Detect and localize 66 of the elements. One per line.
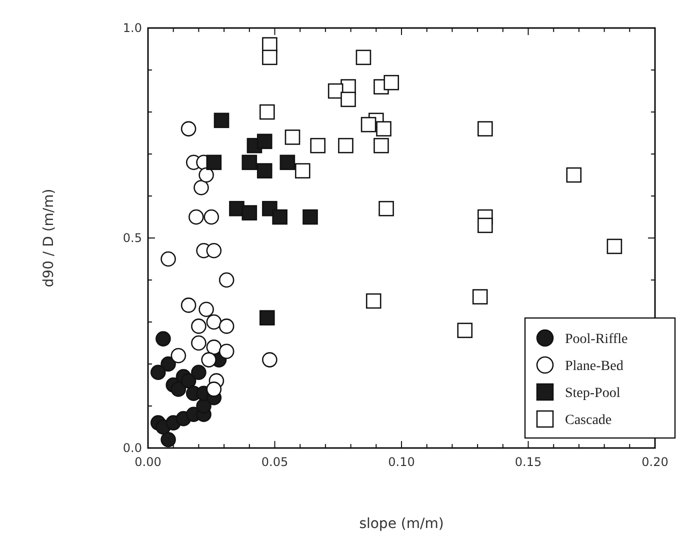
point	[338, 138, 354, 154]
point	[256, 163, 272, 178]
point	[201, 352, 216, 368]
y-tick-label: 0.0	[122, 441, 142, 456]
point	[356, 50, 372, 66]
point	[384, 74, 400, 90]
point	[340, 92, 356, 108]
point	[206, 242, 222, 258]
point	[457, 322, 473, 338]
point	[160, 251, 176, 267]
point	[376, 121, 392, 136]
x-tick-label: 0.15	[514, 455, 542, 469]
point	[310, 138, 326, 154]
x-tick-label: 0.20	[642, 455, 668, 469]
point	[374, 138, 389, 154]
point	[180, 373, 196, 388]
point	[284, 130, 300, 145]
point	[294, 163, 310, 178]
point	[180, 298, 196, 313]
point	[472, 289, 488, 304]
point	[206, 382, 222, 397]
point	[150, 364, 166, 380]
point	[204, 209, 220, 225]
point	[218, 344, 234, 360]
point	[302, 209, 318, 225]
point	[606, 238, 622, 254]
point	[366, 293, 382, 309]
point	[198, 302, 214, 318]
point	[191, 335, 206, 351]
point	[242, 154, 258, 170]
point	[478, 121, 493, 136]
point	[218, 272, 234, 288]
point	[566, 167, 582, 183]
point	[156, 331, 171, 346]
text: 0.00	[134, 455, 162, 469]
point	[478, 218, 493, 234]
point	[218, 318, 234, 334]
x-axis-title: slope (m/m)	[359, 516, 444, 532]
point	[262, 50, 278, 66]
point	[191, 318, 206, 334]
legend-label: Plane-Bed	[565, 358, 624, 374]
y-tick-label: 1.0	[122, 21, 142, 36]
point	[328, 83, 344, 99]
point	[214, 112, 230, 128]
point	[206, 154, 222, 170]
point	[272, 209, 288, 225]
legend-label: Step-Pool	[565, 386, 620, 401]
point	[242, 205, 258, 220]
y-tick-label: 0.5	[122, 231, 142, 246]
point	[378, 200, 394, 216]
point	[259, 104, 275, 120]
legend-label: Pool-Riffle	[565, 332, 628, 347]
point	[262, 352, 278, 368]
legend-label: Cascade	[565, 412, 612, 428]
point	[170, 382, 186, 397]
point	[160, 432, 176, 448]
point	[188, 209, 204, 225]
point	[191, 364, 206, 380]
point	[256, 134, 272, 150]
y-axis-title: d90 / D (m/m)	[41, 188, 57, 288]
point	[180, 121, 196, 136]
x-tick-label: 0.10	[388, 455, 415, 469]
point	[360, 116, 376, 132]
point	[259, 310, 275, 326]
x-tick-label: 0.05	[261, 455, 288, 469]
point	[280, 154, 296, 170]
